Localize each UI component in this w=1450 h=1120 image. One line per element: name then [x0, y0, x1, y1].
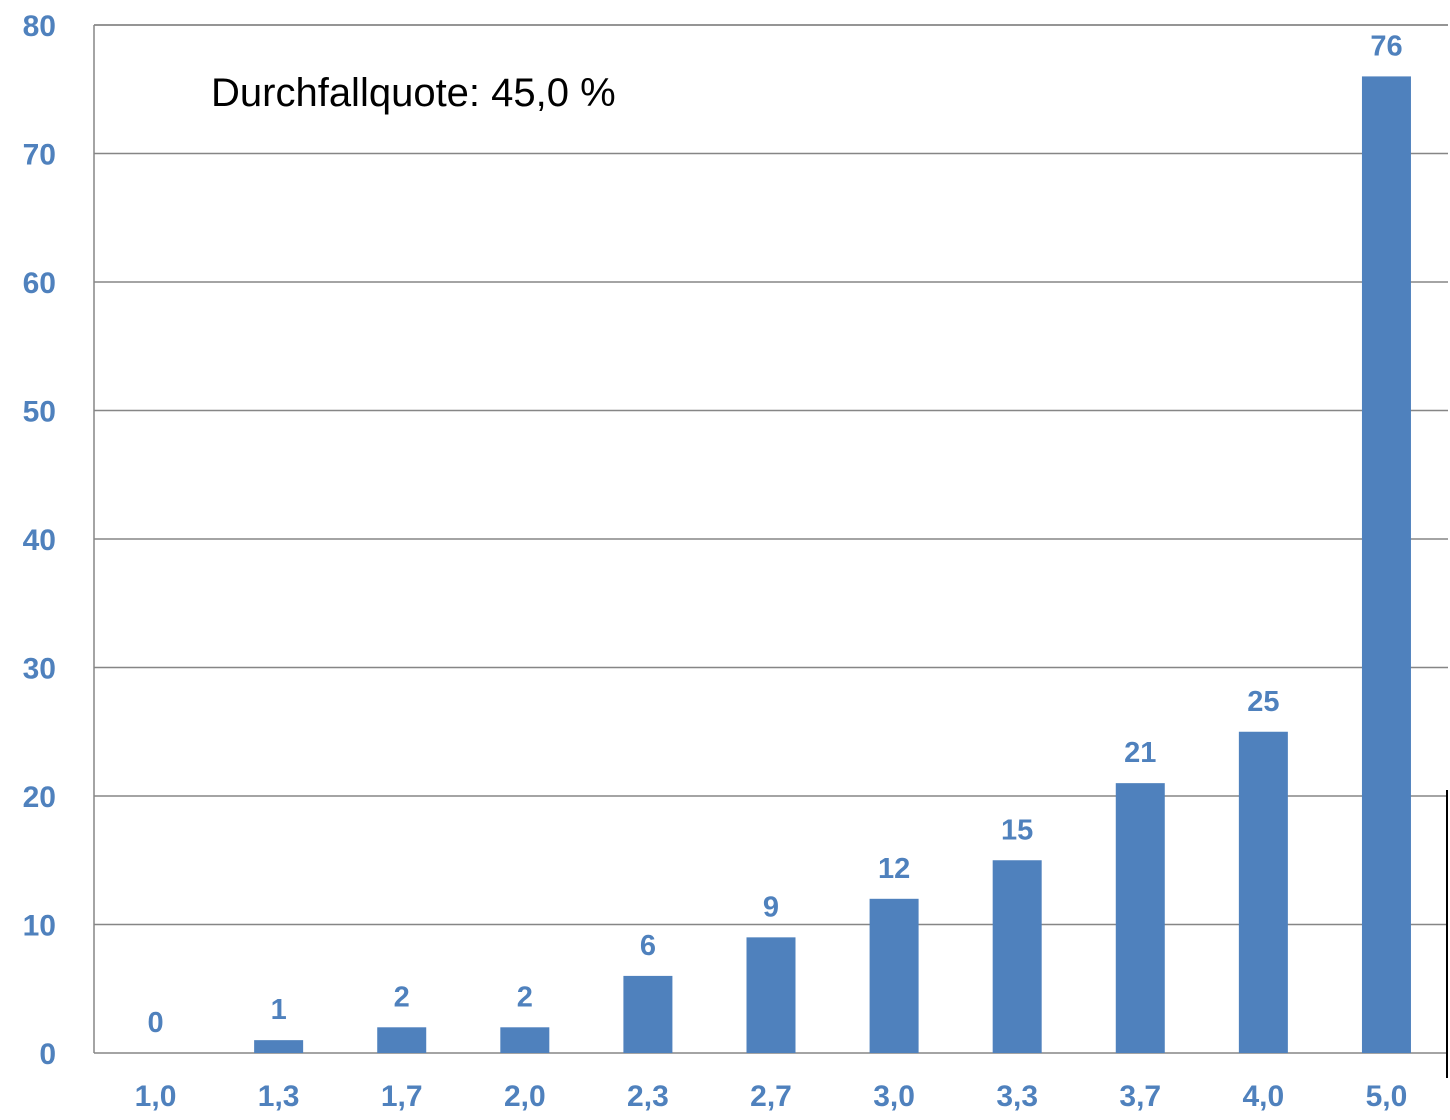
y-tick-label: 40 [23, 524, 56, 557]
x-tick-label: 1,7 [381, 1080, 423, 1113]
data-label: 1 [271, 994, 287, 1026]
bars [254, 76, 1411, 1053]
bar [377, 1027, 427, 1053]
y-tick-label: 0 [39, 1038, 56, 1071]
data-label: 12 [878, 853, 910, 885]
bar [1361, 76, 1411, 1053]
data-label: 15 [1001, 814, 1033, 846]
data-label: 2 [517, 981, 533, 1013]
data-label: 21 [1124, 737, 1156, 769]
gridlines [93, 24, 1448, 1078]
data-label: 9 [763, 891, 779, 923]
y-tick-label: 80 [23, 10, 56, 43]
y-tick-label: 20 [23, 781, 56, 814]
failure-rate-annotation: Durchfallquote: 45,0 % [211, 71, 616, 115]
x-tick-label: 3,7 [1119, 1080, 1161, 1113]
y-tick-label: 50 [23, 396, 56, 429]
data-label: 76 [1370, 30, 1402, 62]
bar [500, 1027, 550, 1053]
bar [1115, 783, 1165, 1053]
bar [869, 898, 919, 1053]
bar [623, 975, 673, 1053]
x-tick-label: 4,0 [1243, 1080, 1285, 1113]
x-tick-label: 2,3 [627, 1080, 669, 1113]
x-tick-label: 2,7 [750, 1080, 792, 1113]
x-tick-label: 1,0 [135, 1080, 177, 1113]
y-axis-ticks: 0 10 20 30 40 50 60 70 80 [23, 10, 56, 1071]
data-label: 0 [147, 1007, 163, 1039]
x-tick-label: 3,0 [873, 1080, 915, 1113]
y-tick-label: 60 [23, 267, 56, 300]
x-tick-label: 5,0 [1366, 1080, 1408, 1113]
x-tick-label: 2,0 [504, 1080, 546, 1113]
bar [746, 937, 796, 1053]
bar [992, 860, 1042, 1053]
y-tick-label: 10 [23, 910, 56, 943]
y-tick-label: 30 [23, 653, 56, 686]
bar [254, 1040, 304, 1053]
data-label: 2 [394, 981, 410, 1013]
bar [1238, 731, 1288, 1053]
x-tick-label: 1,3 [258, 1080, 300, 1113]
x-tick-label: 3,3 [996, 1080, 1038, 1113]
y-tick-label: 70 [23, 139, 56, 172]
x-axis-ticks: 1,0 1,3 1,7 2,0 2,3 2,7 3,0 3,3 3,7 4,0 5,0 [135, 1080, 1408, 1113]
data-label: 6 [640, 930, 656, 962]
data-label: 25 [1247, 686, 1279, 718]
